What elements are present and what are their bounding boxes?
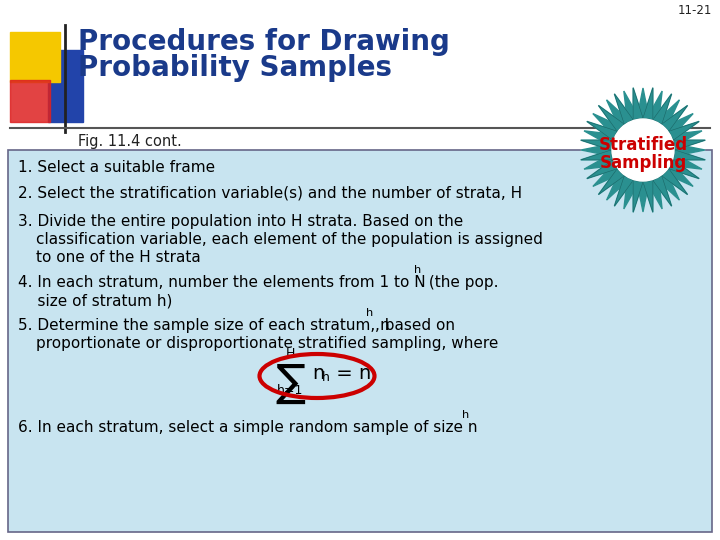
Text: n: n (312, 364, 324, 383)
Text: ∑: ∑ (275, 362, 305, 405)
Text: size of stratum h): size of stratum h) (18, 293, 172, 308)
Polygon shape (587, 122, 617, 140)
Text: h: h (366, 308, 373, 318)
FancyBboxPatch shape (8, 150, 712, 532)
Text: 6. In each stratum, select a simple random sample of size n: 6. In each stratum, select a simple rand… (18, 420, 477, 435)
Polygon shape (673, 140, 705, 150)
Circle shape (613, 120, 673, 180)
Polygon shape (653, 176, 672, 206)
Text: 5. Determine the sample size of each stratum, n: 5. Determine the sample size of each str… (18, 318, 390, 333)
Text: to one of the H strata: to one of the H strata (36, 250, 201, 265)
Polygon shape (598, 169, 624, 194)
Text: 2. Select the stratification variable(s) and the number of strata, H: 2. Select the stratification variable(s)… (18, 185, 522, 200)
Polygon shape (587, 160, 617, 179)
Polygon shape (614, 176, 633, 206)
Bar (10, 80, 50, 122)
Polygon shape (653, 94, 672, 124)
Polygon shape (673, 150, 705, 160)
Text: Procedures for Drawing: Procedures for Drawing (78, 28, 450, 56)
Text: classification variable, each element of the population is assigned: classification variable, each element of… (36, 232, 543, 247)
Polygon shape (581, 88, 705, 212)
Text: 11-21: 11-21 (678, 4, 712, 17)
Text: Sampling: Sampling (599, 154, 687, 172)
Polygon shape (581, 140, 613, 150)
Text: h: h (414, 265, 421, 275)
Polygon shape (643, 180, 653, 212)
Text: h=1: h=1 (276, 384, 303, 397)
Polygon shape (643, 88, 653, 119)
Polygon shape (633, 88, 643, 119)
Text: Probability Samples: Probability Samples (78, 54, 392, 82)
Polygon shape (662, 105, 688, 131)
Text: 3. Divide the entire population into H strata. Based on the: 3. Divide the entire population into H s… (18, 214, 463, 229)
Bar (48, 50, 83, 122)
Bar (0, 0, 720, 155)
Polygon shape (669, 122, 699, 140)
Text: proportionate or disproportionate stratified sampling, where: proportionate or disproportionate strati… (36, 336, 498, 351)
Polygon shape (581, 150, 613, 160)
Text: Fig. 11.4 cont.: Fig. 11.4 cont. (78, 134, 181, 149)
Text: H: H (285, 347, 294, 360)
Text: 4. In each stratum, number the elements from 1 to N: 4. In each stratum, number the elements … (18, 275, 426, 290)
Bar (10, 32, 60, 82)
Text: = n: = n (330, 364, 372, 383)
Polygon shape (614, 94, 633, 124)
Text: h: h (462, 410, 469, 420)
Text: 1. Select a suitable frame: 1. Select a suitable frame (18, 160, 215, 175)
Text: , based on: , based on (375, 318, 455, 333)
Polygon shape (669, 160, 699, 179)
Polygon shape (581, 88, 705, 212)
Polygon shape (662, 169, 688, 194)
Text: h: h (322, 371, 330, 384)
Text: Stratified: Stratified (598, 136, 688, 154)
Polygon shape (633, 180, 643, 212)
Polygon shape (598, 105, 624, 131)
Circle shape (612, 119, 674, 181)
Text: (the pop.: (the pop. (424, 275, 498, 290)
